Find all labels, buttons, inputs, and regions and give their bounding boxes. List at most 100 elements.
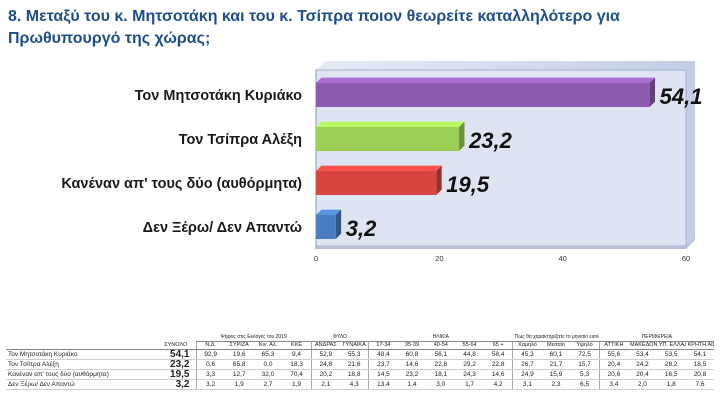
table-cell: 0,0 xyxy=(253,359,283,370)
table-group-header: ΦΥΛΟ xyxy=(311,334,369,342)
table-cell: 21,7 xyxy=(541,359,571,370)
table-cell: 13,4 xyxy=(368,379,398,390)
table-column-header: 35-39 xyxy=(397,341,427,350)
table-cell: 70,4 xyxy=(282,369,312,380)
table-cell: 65,8 xyxy=(224,359,254,370)
table-corner-cell xyxy=(6,334,196,342)
bar-top xyxy=(316,209,342,215)
category-labels: Τον Μητσοτάκη Κυριάκο Τον Τσίπρα Αλέξη Καν… xyxy=(61,88,302,236)
table-cell: 1,7 xyxy=(455,379,484,390)
table-group-header: Πως θα χαρακτηρίζατε το μηνιαίο εισόδημά… xyxy=(512,334,600,342)
table-cell: 2,7 xyxy=(253,379,283,390)
table-cell: 92,9 xyxy=(195,349,225,360)
table-corner-cell xyxy=(6,341,156,350)
table-total-cell: 3,2 xyxy=(156,379,196,390)
table-cell: 65,3 xyxy=(253,349,283,360)
bars xyxy=(316,77,656,239)
table-cell: 18,5 xyxy=(685,359,715,370)
table-cell: 23,7 xyxy=(368,359,398,370)
table-cell: 7,6 xyxy=(685,379,715,390)
table-column-header-row: ΣΥΝΟΛΟ Ν.Δ. ΣΥΡΙΖΑ Κιν. Αλ. ΚΚΕ ΑΝΔΡΑΣ ΓΥΝΑΙΚΑ… xyxy=(6,341,715,350)
crosstab-table: Ψήφος στις Εκλογές του 2019 ΦΥΛΟ ΗΛΙΚΙΑ Πως… xyxy=(6,334,715,390)
table-cell: 1,9 xyxy=(282,379,312,390)
table-row: Τον Μητσοτάκη Κυριάκο 54,1 92,9 19,6 65,3 9,4… xyxy=(6,349,715,360)
table-cell: 22,8 xyxy=(426,359,456,370)
table-cell: 23,2 xyxy=(397,369,427,380)
table-column-header: 40-54 xyxy=(426,341,456,350)
table-cell: 72,5 xyxy=(570,349,600,360)
table-cell: 2,3 xyxy=(541,379,571,390)
table-cell: 14,6 xyxy=(483,369,513,380)
value-label: 23,2 xyxy=(468,128,513,153)
table-cell: 28,2 xyxy=(656,359,686,370)
table-column-header: ΜΑΚΕΔΟΝΙΑ xyxy=(628,341,657,350)
table-group-header: ΗΛΙΚΙΑ xyxy=(368,334,513,342)
value-label: 19,5 xyxy=(446,172,490,197)
table-column-header: 55-64 xyxy=(455,341,484,350)
table-cell: 20,2 xyxy=(310,369,340,380)
category-label: Κανέναν απ' τους δύο (αυθόρμητα) xyxy=(61,176,302,192)
bar-chart: Τον Μητσοτάκη Κυριάκο Τον Τσίπρα Αλέξη Καν… xyxy=(61,61,703,263)
x-axis-ticks: 0 20 40 60 xyxy=(314,254,690,263)
table-cell: 44,8 xyxy=(455,349,484,360)
table-cell: 15,9 xyxy=(541,369,571,380)
bar-front xyxy=(316,127,460,151)
table-cell: 29,2 xyxy=(455,359,484,370)
table-cell: 26,7 xyxy=(512,359,542,370)
bar xyxy=(316,209,342,239)
table-column-header: ΓΥΝΑΙΚΑ xyxy=(339,341,369,350)
table-cell: 19,6 xyxy=(224,349,254,360)
table-cell: 0,6 xyxy=(195,359,225,370)
table-cell: 6,5 xyxy=(570,379,600,390)
bar-front xyxy=(316,83,650,107)
table-group-header-row: Ψήφος στις Εκλογές του 2019 ΦΥΛΟ ΗΛΙΚΙΑ Πως… xyxy=(6,334,715,342)
table-cell: 24,9 xyxy=(512,369,542,380)
table-cell: 3,2 xyxy=(195,379,225,390)
table-row-label: Τον Μητσοτάκη Κυριάκο xyxy=(6,349,156,360)
table-row-label: Κανέναν απ' τους δύο (αυθόρμητα) xyxy=(6,369,156,380)
bar xyxy=(316,77,656,107)
table-column-header: ΑΝΔΡΑΣ xyxy=(310,341,340,350)
table-group-header: Ψήφος στις Εκλογές του 2019 xyxy=(196,334,312,342)
table-cell: 20,8 xyxy=(685,369,715,380)
value-label: 54,1 xyxy=(660,84,703,109)
table-cell: 54,1 xyxy=(685,349,715,360)
table-column-header: Χαμηλό xyxy=(512,341,542,350)
table-column-header: ΚΚΕ xyxy=(282,341,312,350)
bar xyxy=(316,121,465,151)
table-cell: 24,8 xyxy=(310,359,340,370)
bar-side xyxy=(335,209,342,239)
table-cell: 3,4 xyxy=(598,379,629,390)
table-cell: 18,3 xyxy=(282,359,312,370)
table-cell: 9,4 xyxy=(282,349,312,360)
bar-front xyxy=(316,215,336,239)
table-cell: 53,5 xyxy=(656,349,686,360)
table-cell: 56,1 xyxy=(426,349,456,360)
table-cell: 45,3 xyxy=(512,349,542,360)
table-row-label: Δεν Ξέρω/ Δεν Απαντώ xyxy=(6,379,156,390)
bar-top xyxy=(316,77,656,83)
table-column-header: Ν.Δ. xyxy=(195,341,225,350)
table-column-header: ΥΠ. ΕΛΛΑΔΑ xyxy=(656,341,686,350)
value-label: 3,2 xyxy=(346,216,377,241)
table-cell: 55,6 xyxy=(598,349,629,360)
table-total-header: ΣΥΝΟΛΟ xyxy=(156,341,196,350)
table-column-header: Υψηλό xyxy=(570,341,600,350)
table-cell: 4,2 xyxy=(483,379,513,390)
table-row: Κανέναν απ' τους δύο (αυθόρμητα) 19,5 3,3 1… xyxy=(6,369,715,380)
table-column-header: 65 + xyxy=(483,341,513,350)
table-total-cell: 23,2 xyxy=(156,359,196,370)
value-labels: 54,1 23,2 19,5 3,2 xyxy=(346,84,703,241)
table-group-header: ΠΕΡΙΦΕΡΕΙΑ xyxy=(599,334,715,342)
table-cell: 1,9 xyxy=(224,379,254,390)
table-row-label: Τον Τσίπρα Αλέξη xyxy=(6,359,156,370)
table-column-header: ΑΤΤΙΚΗ xyxy=(598,341,629,350)
bar-front xyxy=(316,171,437,195)
x-tick-label: 60 xyxy=(682,254,690,263)
table-cell: 3,0 xyxy=(426,379,456,390)
table-cell: 3,3 xyxy=(195,369,225,380)
table-row: Δεν Ξέρω/ Δεν Απαντώ 3,2 3,2 1,9 2,7 1,9 2,1 4,… xyxy=(6,379,715,390)
table-cell: 48,4 xyxy=(368,349,398,360)
table-column-header: Μεσαίο xyxy=(541,341,571,350)
table-cell: 14,6 xyxy=(397,359,427,370)
